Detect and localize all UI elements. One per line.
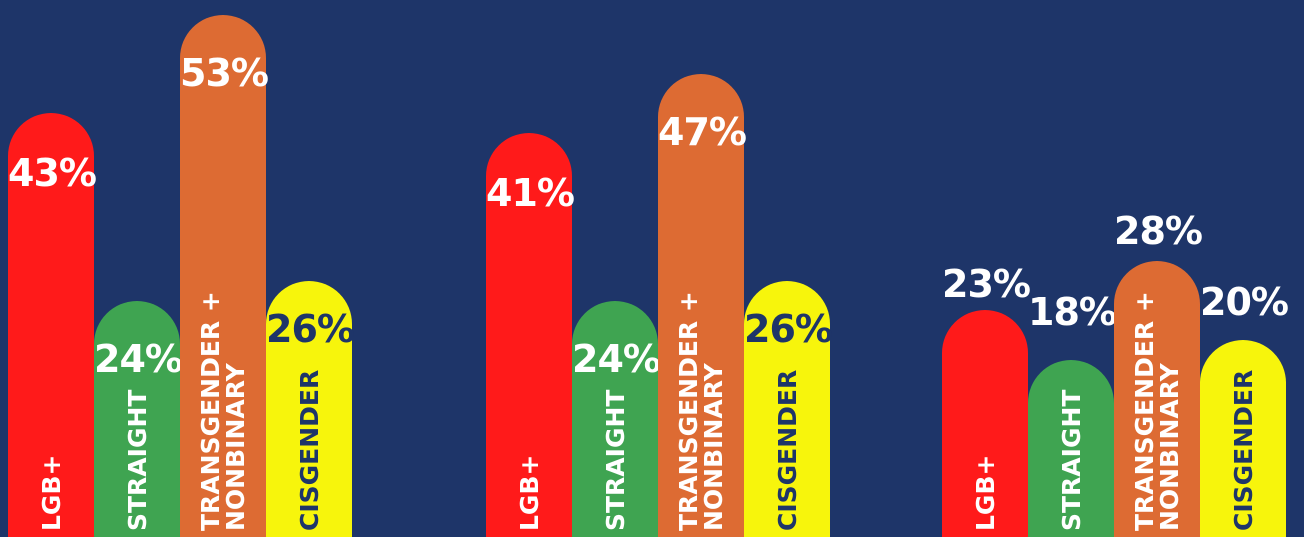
data-label: 53% — [180, 51, 269, 95]
category-label-text: CISGENDER — [1228, 369, 1258, 531]
category-label-text: STRAIGHT — [600, 389, 630, 531]
data-label: 28% — [1114, 209, 1203, 253]
data-label: 41% — [486, 171, 575, 215]
chart-bar: TRANSGENDER + NONBINARY — [658, 74, 744, 537]
category-label-text: CISGENDER — [772, 369, 802, 531]
category-label-line: CISGENDER — [772, 369, 802, 531]
data-label: 24% — [572, 337, 661, 381]
data-label: 18% — [1028, 290, 1117, 334]
category-label-line: CISGENDER — [1228, 369, 1258, 531]
category-label-text: STRAIGHT — [1056, 389, 1086, 531]
data-label: 20% — [1200, 280, 1289, 324]
category-label-line: NONBINARY — [1155, 363, 1184, 531]
category-label-text: STRAIGHT — [122, 389, 152, 531]
category-label-line: TRANSGENDER + — [196, 291, 225, 531]
data-label: 47% — [658, 110, 747, 154]
category-label-text: TRANSGENDER + NONBINARY — [674, 291, 728, 531]
chart-bar: STRAIGHT — [94, 301, 180, 537]
chart-bar: LGB+ — [8, 113, 94, 537]
category-label-line: CISGENDER — [294, 369, 324, 531]
category-label-line: NONBINARY — [221, 363, 250, 531]
chart-bar: CISGENDER — [266, 281, 352, 537]
chart-bar: CISGENDER — [1200, 340, 1286, 537]
data-label: 26% — [266, 307, 355, 351]
category-label-text: CISGENDER — [294, 369, 324, 531]
category-label-line: TRANSGENDER + — [1130, 291, 1159, 531]
chart-bar: LGB+ — [942, 310, 1028, 537]
data-label: 43% — [8, 151, 97, 195]
category-label-line: STRAIGHT — [122, 389, 152, 531]
chart-bar: STRAIGHT — [572, 301, 658, 537]
category-label-text: LGB+ — [970, 454, 1000, 531]
category-label-text: LGB+ — [36, 454, 66, 531]
category-label-line: LGB+ — [36, 454, 66, 531]
category-label-line: STRAIGHT — [600, 389, 630, 531]
category-label-line: LGB+ — [970, 454, 1000, 531]
category-label-line: STRAIGHT — [1056, 389, 1086, 531]
category-label-text: LGB+ — [514, 454, 544, 531]
chart-bar: CISGENDER — [744, 281, 830, 537]
data-label: 23% — [942, 262, 1031, 306]
data-label: 26% — [744, 307, 833, 351]
category-label-line: LGB+ — [514, 454, 544, 531]
category-label-text: TRANSGENDER + NONBINARY — [1130, 291, 1184, 531]
chart-bar: LGB+ — [486, 133, 572, 537]
chart-bar: STRAIGHT — [1028, 360, 1114, 537]
category-label-line: NONBINARY — [699, 363, 728, 531]
chart-bar: TRANSGENDER + NONBINARY — [1114, 261, 1200, 537]
category-label-text: TRANSGENDER + NONBINARY — [196, 291, 250, 531]
data-label: 24% — [94, 337, 183, 381]
category-label-line: TRANSGENDER + — [674, 291, 703, 531]
chart-bar: TRANSGENDER + NONBINARY — [180, 15, 266, 537]
